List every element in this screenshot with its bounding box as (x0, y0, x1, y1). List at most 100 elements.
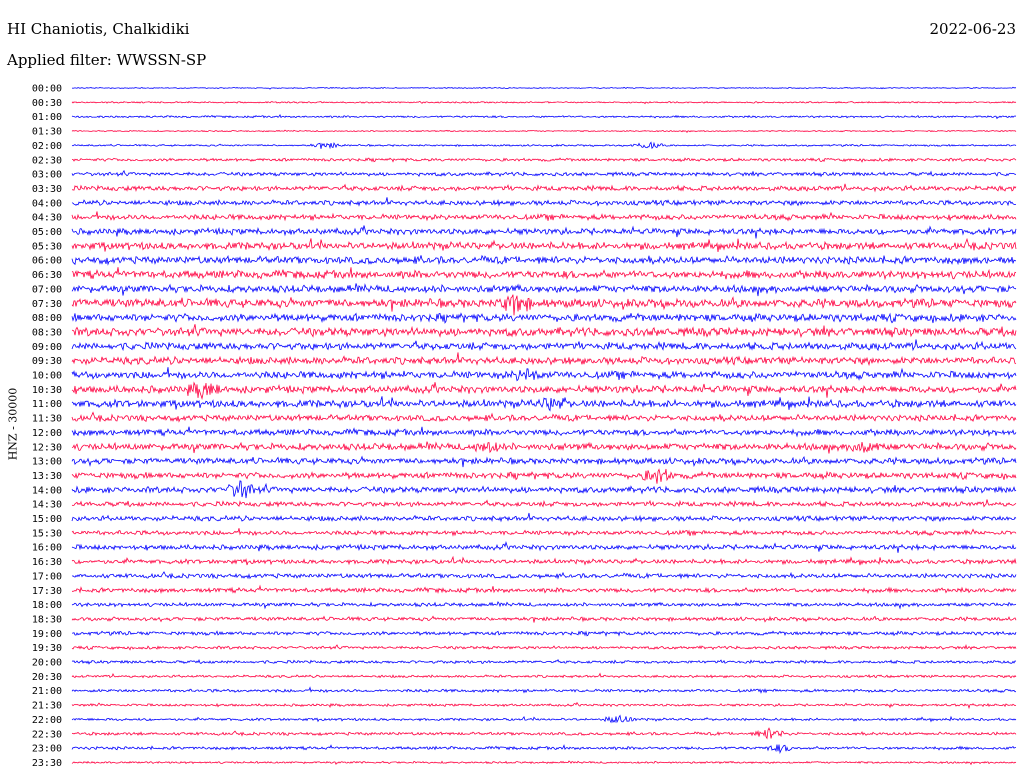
trace-0000 (71, 86, 1017, 90)
tick-label-2230: 22:30 (32, 729, 62, 740)
record-date: 2022-06-23 (929, 20, 1016, 38)
tick-label-1130: 11:30 (32, 414, 62, 425)
tick-label-1430: 14:30 (32, 500, 62, 511)
trace-2300 (71, 744, 1016, 754)
trace-0130 (71, 129, 1017, 133)
station-title: HI Chaniotis, Chalkidiki (7, 20, 190, 38)
tick-label-0400: 04:00 (32, 198, 62, 209)
trace-1600 (71, 540, 1017, 553)
tick-label-0300: 03:00 (32, 170, 62, 181)
trace-2200 (71, 714, 1017, 724)
tick-label-1030: 10:30 (32, 385, 62, 396)
trace-1900 (72, 630, 1017, 637)
trace-1500 (71, 512, 1017, 523)
tick-label-2130: 21:30 (32, 701, 62, 712)
tick-label-1230: 12:30 (32, 442, 62, 453)
trace-0830 (71, 324, 1017, 339)
trace-1930 (71, 644, 1017, 651)
trace-1400 (71, 480, 1017, 499)
trace-1130 (71, 411, 1017, 423)
tick-label-0830: 08:30 (32, 327, 62, 338)
trace-2100 (71, 686, 1016, 694)
tick-label-0700: 07:00 (32, 284, 62, 295)
tick-label-1300: 13:00 (32, 457, 62, 468)
trace-0430 (71, 211, 1017, 222)
seismogram-traces (71, 86, 1017, 766)
tick-label-0230: 02:30 (32, 155, 62, 166)
tick-label-1800: 18:00 (32, 600, 62, 611)
trace-1100 (71, 396, 1017, 412)
tick-label-0730: 07:30 (32, 299, 62, 310)
trace-0230 (71, 157, 1017, 163)
trace-1200 (71, 426, 1017, 438)
tick-label-0030: 00:30 (32, 98, 62, 109)
tick-label-2000: 20:00 (32, 658, 62, 669)
tick-label-1700: 17:00 (32, 571, 62, 582)
tick-label-1400: 14:00 (32, 485, 62, 496)
tick-label-1900: 19:00 (32, 629, 62, 640)
tick-label-1630: 16:30 (32, 557, 62, 568)
trace-2230 (71, 727, 1017, 740)
trace-1730 (72, 584, 1017, 595)
tick-label-0800: 08:00 (32, 313, 62, 324)
trace-2000 (71, 659, 1017, 665)
tick-label-2330: 23:30 (32, 758, 62, 769)
applied-filter: Applied filter: WWSSN-SP (7, 51, 207, 69)
tick-label-1200: 12:00 (32, 428, 62, 439)
tick-label-0200: 02:00 (32, 141, 62, 152)
time-tick-labels: 00:00 00:30 01:00 01:30 02:00 02:30 03:00 03:30… (32, 84, 62, 769)
tick-label-1100: 11:00 (32, 399, 62, 410)
trace-0200 (71, 141, 1017, 150)
trace-0800 (71, 312, 1017, 324)
trace-0730 (71, 294, 1017, 316)
tick-label-2200: 22:00 (32, 715, 62, 726)
trace-0700 (71, 283, 1017, 297)
tick-label-1930: 19:30 (32, 643, 62, 654)
trace-1800 (71, 600, 1017, 610)
tick-label-1000: 10:00 (32, 371, 62, 382)
trace-0030 (71, 100, 1017, 105)
trace-1330 (71, 468, 1017, 484)
tick-label-0130: 01:30 (32, 127, 62, 138)
trace-1030 (71, 381, 1017, 401)
trace-1630 (71, 555, 1017, 566)
tick-label-0600: 06:00 (32, 256, 62, 267)
trace-0400 (71, 197, 1016, 207)
tick-label-2030: 20:30 (32, 672, 62, 683)
tick-label-0330: 03:30 (32, 184, 62, 195)
trace-0500 (71, 225, 1017, 239)
tick-label-1830: 18:30 (32, 614, 62, 625)
trace-0530 (71, 237, 1017, 253)
tick-label-1530: 15:30 (32, 528, 62, 539)
trace-1430 (71, 499, 1017, 508)
tick-label-0430: 04:30 (32, 213, 62, 224)
trace-0600 (71, 254, 1017, 266)
trace-2130 (71, 701, 1017, 710)
tick-label-0530: 05:30 (32, 241, 62, 252)
trace-1700 (71, 571, 1017, 580)
tick-label-1500: 15:00 (32, 514, 62, 525)
tick-label-1330: 13:30 (32, 471, 62, 482)
tick-label-1730: 17:30 (32, 586, 62, 597)
tick-label-0000: 00:00 (32, 84, 62, 95)
trace-0100 (71, 114, 1017, 120)
trace-0900 (71, 339, 1017, 352)
trace-0630 (71, 267, 1017, 281)
tick-label-0900: 09:00 (32, 342, 62, 353)
tick-label-0500: 05:00 (32, 227, 62, 238)
trace-0300 (71, 169, 1017, 178)
channel-label: HNZ - 30000 (6, 387, 20, 461)
trace-0330 (71, 183, 1017, 193)
trace-1530 (71, 528, 1017, 537)
tick-label-2300: 23:00 (32, 744, 62, 755)
trace-1230 (71, 441, 1017, 454)
trace-2030 (71, 672, 1017, 679)
tick-label-0930: 09:30 (32, 356, 62, 367)
trace-0930 (71, 352, 1017, 367)
tick-label-1600: 16:00 (32, 543, 62, 554)
trace-2330 (71, 760, 1017, 766)
tick-label-0630: 06:30 (32, 270, 62, 281)
trace-1000 (71, 367, 1017, 382)
trace-1830 (71, 615, 1017, 623)
